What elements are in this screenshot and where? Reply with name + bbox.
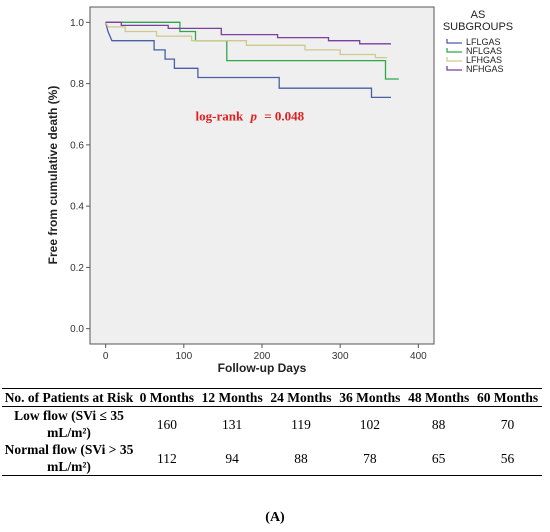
y-tick-label: 1.0: [70, 18, 84, 29]
legend-entry-label: LFHGAS: [466, 55, 502, 65]
risk-table-header-label: No. of Patients at Risk: [2, 388, 136, 407]
logrank-annotation: log-rank p = 0.048: [196, 108, 305, 123]
risk-cell: 94: [197, 441, 267, 476]
risk-cell: 88: [431, 416, 446, 432]
risk-table-row-low-flow: Low flow (SVi ≤ 35 mL/m²) 160 131 119 10…: [2, 407, 542, 442]
plot-area: [89, 6, 435, 345]
y-tick-label: 0.2: [70, 263, 84, 274]
risk-cell: 78: [335, 441, 405, 476]
risk-cell: 160: [156, 416, 177, 432]
risk-row-label: Low flow (SVi ≤ 35 mL/m²): [14, 408, 124, 440]
series-line-nfhgas: [105, 21, 391, 45]
x-tick-label: 100: [175, 351, 192, 362]
x-tick-label: 300: [332, 351, 349, 362]
risk-table-header-row: No. of Patients at Risk 0 Months 12 Mont…: [2, 388, 542, 407]
legend-title-line1: AS: [471, 9, 486, 21]
risk-row-label: Normal flow (SVi > 35 mL/m²): [2, 441, 136, 476]
legend-entry-label: NFLGAS: [466, 46, 502, 56]
y-tick-label: 0.4: [70, 202, 84, 213]
risk-cell: 65: [404, 441, 474, 476]
series-line-lflgas: [104, 22, 391, 99]
risk-cell: 131: [222, 416, 243, 432]
legend-swatch: [446, 48, 462, 53]
legend-title-line2: SUBGROUPS: [443, 21, 513, 33]
risk-cell: 88: [266, 441, 336, 476]
x-axis-label: Follow-up Days: [218, 361, 307, 375]
x-tick-label: 200: [254, 351, 271, 362]
y-tick-label: 0.0: [70, 324, 84, 335]
km-chart: 0 100 200 300 400 0.0 0.2 0.4 0.6 0.8 1.0 Free fro…: [46, 6, 513, 375]
risk-table: No. of Patients at Risk 0 Months 12 Mont…: [2, 388, 542, 476]
legend-swatch: [446, 66, 462, 71]
legend-swatch: [446, 39, 462, 44]
risk-cell: 56: [473, 441, 542, 476]
risk-table-col-header: 36 Months: [335, 388, 405, 407]
y-tick-label: 0.6: [70, 140, 84, 151]
logrank-p-symbol: p: [249, 108, 257, 123]
legend-entry-label: LFLGAS: [466, 37, 501, 47]
risk-cell: 70: [500, 416, 515, 432]
y-tick-label: 0.8: [70, 79, 84, 90]
risk-cell: 102: [359, 416, 380, 432]
y-axis-label: Free from cumulative death (%): [46, 86, 60, 265]
risk-table-col-header: 12 Months: [197, 388, 267, 407]
risk-table-col-header: 48 Months: [404, 388, 474, 407]
panel-label: (A): [265, 510, 285, 525]
risk-cell: 119: [291, 416, 311, 432]
legend-entry-label: NFHGAS: [466, 64, 504, 74]
legend-swatch: [446, 57, 462, 62]
x-tick-label: 0: [103, 351, 109, 362]
series-line-lfhgas: [105, 21, 388, 59]
x-tick-label: 400: [410, 351, 427, 362]
risk-cell: 112: [136, 441, 198, 476]
logrank-prefix: log-rank: [196, 108, 244, 123]
risk-table-col-header: 0 Months: [136, 388, 198, 407]
logrank-p-value: = 0.048: [264, 108, 304, 123]
risk-table-col-header: 24 Months: [266, 388, 336, 407]
risk-table-row-normal-flow: Normal flow (SVi > 35 mL/m²) 112 94 88 7…: [2, 441, 542, 476]
risk-table-col-header: 60 Months: [473, 388, 542, 407]
